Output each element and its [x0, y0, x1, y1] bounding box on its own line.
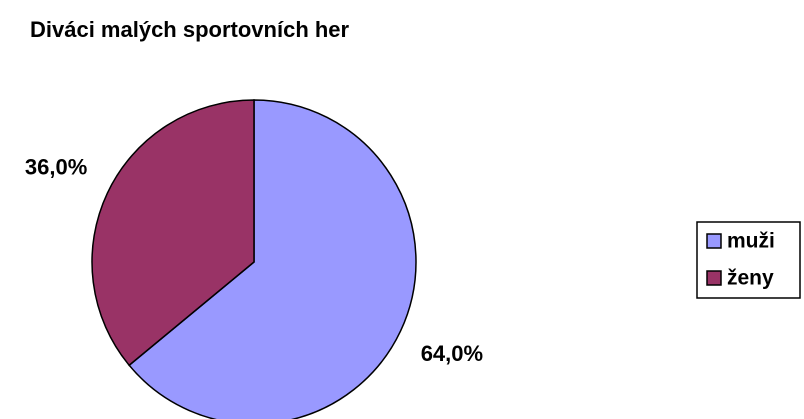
legend-label: muži — [727, 230, 775, 253]
data-label: 64,0% — [421, 341, 483, 366]
legend-label: ženy — [727, 267, 774, 290]
data-label: 36,0% — [25, 155, 87, 180]
chart-title: Diváci malých sportovních her — [30, 17, 350, 42]
pie-slice — [128, 99, 417, 419]
pie-slice — [91, 99, 255, 367]
legend-swatch — [706, 233, 722, 249]
legend-swatch — [706, 270, 722, 286]
